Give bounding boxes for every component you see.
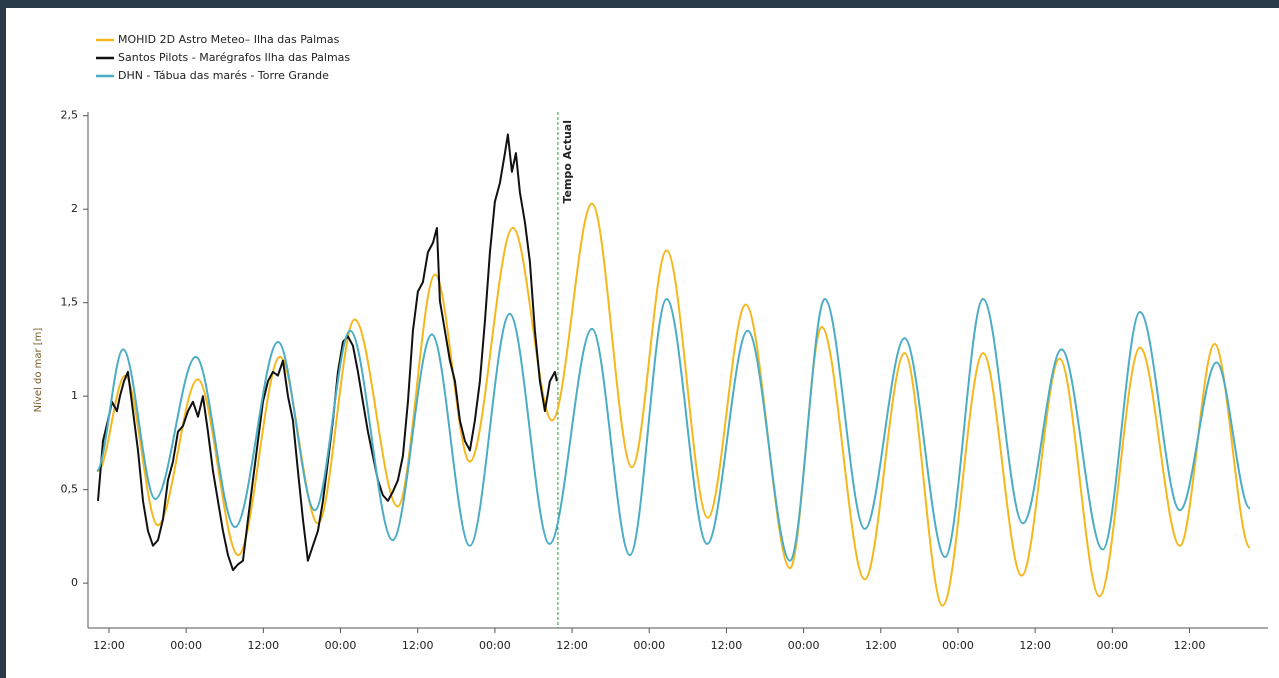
x-tick-label: 00:00: [633, 639, 665, 652]
y-tick-label: 0,5: [61, 483, 79, 496]
x-tick-label: 12:00: [93, 639, 125, 652]
current-time-label: Tempo Actual: [561, 120, 574, 204]
y-axis-label: Nível do mar [m]: [32, 328, 44, 413]
window-frame-top: [0, 0, 1279, 8]
legend-label: DHN - Tábua das marés - Torre Grande: [118, 69, 329, 82]
x-tick-label: 12:00: [402, 639, 434, 652]
y-tick-label: 2: [71, 202, 78, 215]
x-tick-label: 00:00: [479, 639, 511, 652]
legend-label: MOHID 2D Astro Meteo– Ilha das Palmas: [118, 33, 340, 46]
x-tick-label: 12:00: [1174, 639, 1206, 652]
y-tick-label: 1: [71, 389, 78, 402]
x-tick-label: 12:00: [711, 639, 743, 652]
series-line: [95, 297, 1251, 562]
x-tick-label: 12:00: [556, 639, 588, 652]
x-tick-label: 12:00: [1019, 639, 1051, 652]
x-tick-label: 12:00: [865, 639, 897, 652]
legend-label: Santos Pilots - Marégrafos Ilha das Palm…: [118, 51, 350, 64]
x-tick-label: 12:00: [247, 639, 279, 652]
window-frame-left: [0, 0, 6, 678]
y-tick-label: 2,5: [61, 109, 79, 122]
x-tick-label: 00:00: [1096, 639, 1128, 652]
x-tick-label: 00:00: [170, 639, 202, 652]
x-tick-label: 00:00: [942, 639, 974, 652]
y-tick-label: 1,5: [61, 296, 79, 309]
y-tick-label: 0: [71, 576, 78, 589]
x-tick-label: 00:00: [788, 639, 820, 652]
x-tick-label: 00:00: [325, 639, 357, 652]
